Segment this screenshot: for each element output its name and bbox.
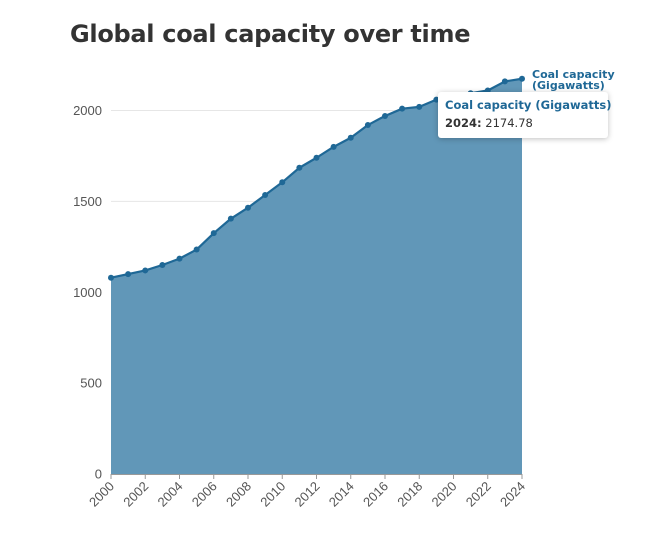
data-point-2001[interactable] xyxy=(125,271,132,278)
y-tick-label-1500: 1500 xyxy=(73,194,102,209)
data-point-2007[interactable] xyxy=(227,215,234,222)
data-point-2000[interactable] xyxy=(108,274,114,281)
x-axis xyxy=(110,474,523,479)
series-label-group: Coal capacity(Gigawatts) xyxy=(532,68,615,92)
chart-title: Global coal capacity over time xyxy=(70,20,471,48)
y-tick-label-0: 0 xyxy=(95,467,102,482)
y-tick-label-2000: 2000 xyxy=(73,103,102,118)
series-label-line-1: Coal capacity xyxy=(532,68,615,81)
area-layer xyxy=(110,77,523,474)
series-label-line-2: (Gigawatts) xyxy=(532,79,605,92)
data-point-2002[interactable] xyxy=(142,267,149,274)
y-axis-tick-labels: 0 500 1000 1500 2000 xyxy=(73,103,102,482)
data-point-2018[interactable] xyxy=(416,103,423,110)
x-tick-label-2004: 2004 xyxy=(155,479,186,510)
x-tick-label-2000: 2000 xyxy=(86,479,117,510)
x-tick-label-2018: 2018 xyxy=(394,479,425,510)
data-point-2009[interactable] xyxy=(262,192,269,199)
series-area xyxy=(111,78,522,474)
data-point-2016[interactable] xyxy=(382,112,388,119)
data-point-2004[interactable] xyxy=(176,255,183,262)
data-point-2023[interactable] xyxy=(501,78,508,85)
y-tick-label-1000: 1000 xyxy=(73,285,102,300)
data-point-2013[interactable] xyxy=(330,143,337,150)
x-tick-label-2020: 2020 xyxy=(429,479,460,510)
x-tick-label-2016: 2016 xyxy=(360,479,391,510)
x-tick-label-2002: 2002 xyxy=(120,479,151,510)
tooltip-series-name: Coal capacity (Gigawatts) xyxy=(445,98,612,112)
data-point-2015[interactable] xyxy=(364,122,371,129)
data-point-2017[interactable] xyxy=(399,105,406,112)
data-point-2011[interactable] xyxy=(296,164,303,171)
data-point-2006[interactable] xyxy=(210,230,217,237)
x-tick-label-2022: 2022 xyxy=(463,479,494,510)
data-point-2010[interactable] xyxy=(279,179,286,186)
tooltip-value-line: 2024: 2174.78 xyxy=(445,116,601,130)
x-tick-label-2006: 2006 xyxy=(189,479,220,510)
data-point-2012[interactable] xyxy=(313,154,320,161)
x-tick-label-2024: 2024 xyxy=(497,479,528,510)
x-tick-label-2012: 2012 xyxy=(292,479,323,510)
data-point-2003[interactable] xyxy=(159,261,166,268)
data-point-2024[interactable] xyxy=(519,75,525,82)
x-tick-label-2008: 2008 xyxy=(223,479,254,510)
x-axis-tick-labels: 2000 2002 2004 2006 2008 2010 2012 2014 2016 2018… xyxy=(86,479,528,510)
tooltip-year: 2024: xyxy=(445,116,482,130)
data-point-2014[interactable] xyxy=(347,134,354,141)
x-tick-label-2010: 2010 xyxy=(257,479,288,510)
data-point-2019[interactable] xyxy=(433,96,440,103)
data-point-2005[interactable] xyxy=(193,246,200,253)
data-point-2008[interactable] xyxy=(245,204,251,211)
tooltip-value: 2174.78 xyxy=(485,116,533,130)
tooltip: Coal capacity (Gigawatts) 2024: 2174.78 xyxy=(438,92,612,138)
x-tick-label-2014: 2014 xyxy=(326,479,357,510)
y-tick-label-500: 500 xyxy=(80,376,102,391)
